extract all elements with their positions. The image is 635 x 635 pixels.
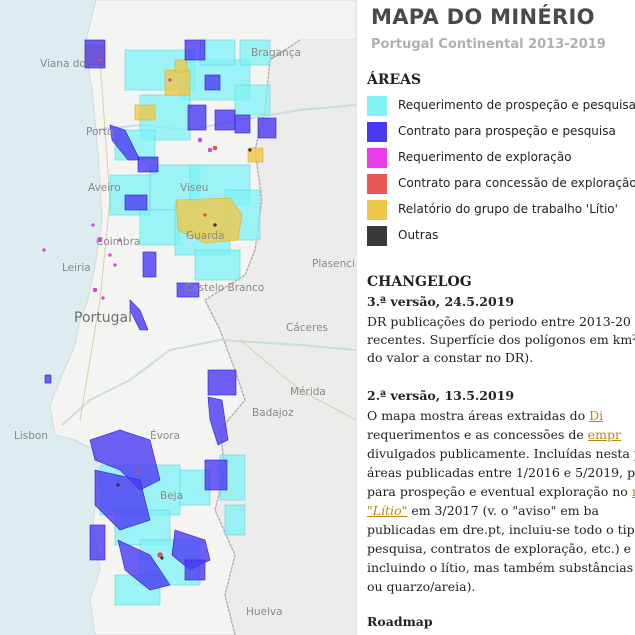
city-label-merida: Mérida <box>290 386 326 398</box>
legend-item-contrato-prospecao[interactable]: Contrato para prospeção e pesquisa <box>367 122 635 142</box>
city-label-guarda: Guarda <box>186 230 225 242</box>
version-2-text: áreas publicadas entre 1/2016 e 5/2019, … <box>367 465 635 480</box>
areas-outras[interactable] <box>116 148 252 560</box>
version-2-text: para prospeção e eventual exploração no … <box>367 484 635 499</box>
city-label-lisbon: Lisbon <box>14 430 48 442</box>
version-2-text: ou quarzo/areia). <box>367 579 476 594</box>
version-3-text: do valor a constar no DR). <box>367 350 534 365</box>
legend-item-relatorio-litio[interactable]: Relatório do grupo de trabalho 'Lítio' <box>367 200 635 220</box>
areas-contrato-prospecao[interactable] <box>44 39 277 591</box>
areas-contrato-concessao[interactable] <box>98 58 218 558</box>
changelog-heading: CHANGELOG <box>367 274 472 290</box>
legend-swatch-dark <box>367 226 387 246</box>
text-span: requerimentos e as concessões de <box>367 427 588 442</box>
legend-label: Contrato para prospeção e pesquisa <box>398 124 616 138</box>
city-label-porto: Porto <box>86 126 114 138</box>
text-span: para prospeção e eventual exploração no <box>367 484 632 499</box>
city-label-coimbra: Coimbra <box>96 236 141 248</box>
version-3-text: recentes. Superfície dos polígonos em km… <box>367 332 635 347</box>
city-label-leiria: Leiria <box>62 262 91 274</box>
map-view[interactable]: Viana do Bragança Porto Aveiro Viseu Coi… <box>0 0 356 635</box>
diario-link[interactable]: Di <box>589 408 604 423</box>
version-2-text: O mapa mostra áreas extraidas do Di <box>367 408 603 423</box>
legend-item-requerimento-exploracao[interactable]: Requerimento de exploração <box>367 148 635 168</box>
legend-label: Requerimento de exploração <box>398 150 572 164</box>
legend-item-outras[interactable]: Outras <box>367 226 635 246</box>
city-label-caceres: Cáceres <box>286 322 329 334</box>
areas-heading: ÁREAS <box>367 72 422 88</box>
version-2-text: requerimentos e as concessões de empr <box>367 427 621 442</box>
version-3-heading: 3.ª versão, 24.5.2019 <box>367 294 515 309</box>
info-panel[interactable]: MAPA DO MINÉRIO Portugal Continental 201… <box>356 0 635 635</box>
city-label-badajoz: Badajoz <box>252 407 294 419</box>
legend-swatch-cyan <box>367 96 387 116</box>
version-2-text: pesquisa, contratos de exploração, etc.)… <box>367 541 635 556</box>
road <box>79 59 111 421</box>
city-label-viana: Viana do <box>40 58 86 70</box>
version-2-text: divulgados publicamente. Incluídas nesta… <box>367 446 635 461</box>
empresas-link[interactable]: empr <box>587 427 621 442</box>
legend-swatch-red <box>367 174 387 194</box>
areas-requerimento-exploracao[interactable] <box>42 78 213 300</box>
legend-label: Contrato para concessão de exploração <box>398 176 635 190</box>
road <box>239 339 356 421</box>
city-label-braganca: Bragança <box>251 47 301 59</box>
legend-item-contrato-concessao[interactable]: Contrato para concessão de exploração <box>367 174 635 194</box>
country-label-portugal: Portugal <box>74 310 132 326</box>
river-tejo <box>61 338 356 426</box>
page-subtitle: Portugal Continental 2013-2019 <box>371 37 606 52</box>
city-label-aveiro: Aveiro <box>88 182 121 194</box>
version-2-text: incluindo o lítio, mas também substância… <box>367 560 635 575</box>
text-span: O mapa mostra áreas extraidas do <box>367 408 590 423</box>
litio-link[interactable]: "Lítio" <box>367 503 408 518</box>
city-label-beja: Beja <box>160 490 184 502</box>
city-label-huelva: Huelva <box>246 606 283 618</box>
city-label-viseu: Viseu <box>180 182 209 194</box>
legend-item-requerimento-prospecao[interactable]: Requerimento de prospeção e pesquisa <box>367 96 635 116</box>
city-label-evora: Évora <box>150 430 181 442</box>
city-label-castelo-branco: Castelo Branco <box>185 282 265 294</box>
version-2-text: publicadas em dre.pt, incluiu-se todo o … <box>367 522 635 537</box>
legend-swatch-blue <box>367 122 387 142</box>
legend-label: Outras <box>398 228 439 242</box>
page-title: MAPA DO MINÉRIO <box>371 5 595 29</box>
version-2-heading: 2.ª versão, 13.5.2019 <box>367 388 515 403</box>
roadmap-heading: Roadmap <box>367 614 433 629</box>
legend-swatch-yellow <box>367 200 387 220</box>
relatorio-link[interactable]: r <box>632 484 635 499</box>
text-span: em 3/2017 (v. o "aviso" em ba <box>407 503 600 518</box>
legend-label: Requerimento de prospeção e pesquisa <box>398 98 635 112</box>
version-3-text: DR publicações do periodo entre 2013-20 <box>367 314 631 329</box>
version-2-text: "Lítio" em 3/2017 (v. o "aviso" em ba <box>367 503 599 518</box>
legend-swatch-magenta <box>367 148 387 168</box>
legend-label: Relatório do grupo de trabalho 'Lítio' <box>398 202 618 216</box>
city-label-plasencia: Plasencia <box>312 258 356 270</box>
map-canvas[interactable] <box>0 0 356 635</box>
